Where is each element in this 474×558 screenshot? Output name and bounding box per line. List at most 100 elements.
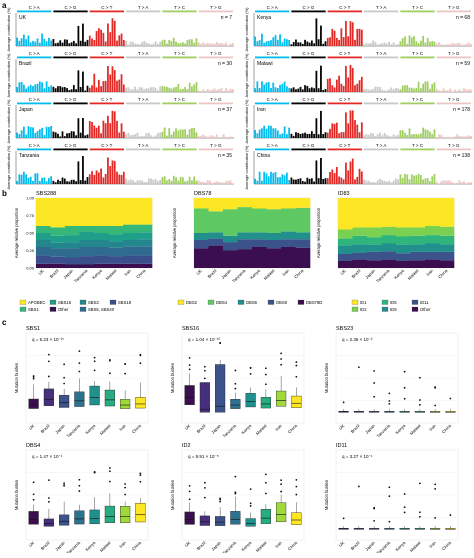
spectrum-bar: [86, 177, 89, 184]
spectrum-bar: [113, 70, 116, 92]
spectrum-bar: [209, 90, 211, 92]
spectrum-bar: [168, 128, 171, 138]
mutation-type-bar: [255, 56, 290, 59]
spectrum-bar: [57, 42, 59, 46]
y-axis-label: Average contribution (%): [6, 145, 11, 190]
spectrum-bar: [406, 85, 409, 92]
spectrum-bar: [111, 66, 114, 92]
spectrum-bar: [285, 39, 288, 46]
spectrum-bar: [424, 42, 427, 46]
spectrum-bar: [429, 131, 431, 138]
spectrum-bar: [72, 131, 75, 138]
spectrum-bar: [324, 89, 327, 92]
spectrum-bar: [200, 91, 202, 92]
spectrum-bar: [50, 176, 53, 184]
stacked-segment: [252, 247, 267, 268]
spectrum-bar: [32, 127, 34, 138]
spectrum-bar: [129, 179, 132, 184]
outlier-point: [139, 474, 142, 477]
category-label: China: [441, 423, 453, 435]
category-label: UK: [339, 268, 347, 276]
spectrum-bar: [374, 86, 377, 92]
outlier-point: [403, 397, 406, 400]
mutation-type-bar: [255, 148, 290, 151]
stacked-segment: [439, 244, 455, 252]
spectrum-bar: [141, 135, 143, 138]
spectrum-bar: [301, 89, 304, 92]
stacked-segment: [381, 198, 397, 227]
spectrum-bar: [168, 39, 171, 46]
spectrum-bar: [313, 181, 316, 184]
boxplot-id11: ID11 q = 3.27 × 10⁻¹ Mutation burden UK Braz…: [324, 443, 459, 556]
category-label: Brazil: [207, 268, 218, 279]
spectrum-bar: [27, 35, 30, 46]
spectrum-bar: [351, 110, 354, 138]
spectrum-bar: [36, 131, 39, 138]
spectrum-bar: [216, 181, 218, 184]
spectrum-bar: [136, 132, 139, 138]
box: [184, 385, 195, 405]
spectrum-bar: [365, 43, 368, 46]
mutation-type-label: C > A: [267, 97, 278, 102]
spectrum-bar: [75, 181, 78, 184]
outlier-point: [342, 517, 345, 520]
spectrum-bar: [360, 171, 363, 184]
spectrum-left-0: C > A C > G C > T T > A T > C T > G UK n = 7 Ave…: [6, 5, 234, 51]
spectrum-bar: [222, 43, 225, 46]
spectrum-bar: [161, 85, 164, 92]
spectrum-bar: [456, 43, 459, 46]
spectrum-bar: [206, 89, 209, 92]
spectrum-bar: [317, 134, 320, 138]
spectrum-bar: [213, 88, 216, 92]
spectrum-bar: [306, 85, 309, 92]
stacked-segment: [50, 242, 66, 249]
spectrum-bar: [181, 129, 184, 138]
outlier-point: [47, 360, 50, 363]
spectrum-bar: [132, 41, 134, 46]
stacked-segment: [65, 235, 80, 243]
outlier-point: [139, 362, 142, 365]
stacked-segment: [79, 240, 95, 247]
spectrum-bar: [456, 90, 459, 92]
spectrum-bar: [161, 40, 164, 46]
spectrum-bar: [469, 43, 472, 46]
outlier-point: [388, 495, 391, 498]
category-label: China: [287, 423, 299, 435]
outlier-point: [47, 500, 50, 503]
spectrum-bar: [460, 90, 463, 92]
stacked-segment: [94, 226, 109, 233]
spectrum-bar: [392, 180, 395, 184]
chart-title: SBS288: [36, 191, 56, 197]
stacked-segment: [352, 227, 368, 236]
spectrum-bar: [143, 181, 146, 184]
spectrum-bar: [422, 127, 425, 138]
spectrum-bar: [20, 38, 23, 46]
spectrum-bar: [469, 135, 472, 138]
spectrum-bar: [52, 39, 55, 46]
spectrum-bar: [23, 34, 25, 46]
spectrum-bar: [460, 182, 463, 184]
y-axis-label: Mutation burden: [324, 479, 329, 510]
spectrum-bar: [426, 81, 429, 92]
panel-label-c: c: [2, 318, 7, 327]
spectrum-bar: [444, 137, 447, 138]
spectrum-bar: [170, 134, 173, 138]
spectrum-bar: [360, 29, 363, 46]
q-value: q = 9.91 × 10⁻⁵: [188, 454, 219, 459]
mutation-type-bar: [400, 102, 435, 105]
spectrum-bar: [406, 174, 409, 184]
spectrum-bar: [222, 91, 225, 92]
outlier-point: [63, 363, 66, 366]
spectrum-bar: [152, 136, 155, 138]
y-axis-label: Mutation burden: [324, 362, 329, 393]
stacked-segment: [439, 235, 455, 245]
spectrum-bar: [265, 41, 268, 46]
stacked-segment: [194, 240, 209, 249]
mutation-type-label: T > C: [174, 143, 186, 148]
mutation-type-label: T > A: [376, 51, 387, 56]
spectrum-bar: [442, 88, 445, 92]
box: [260, 397, 271, 409]
spectrum-bar: [463, 136, 465, 138]
spectrum-bar: [231, 136, 234, 138]
